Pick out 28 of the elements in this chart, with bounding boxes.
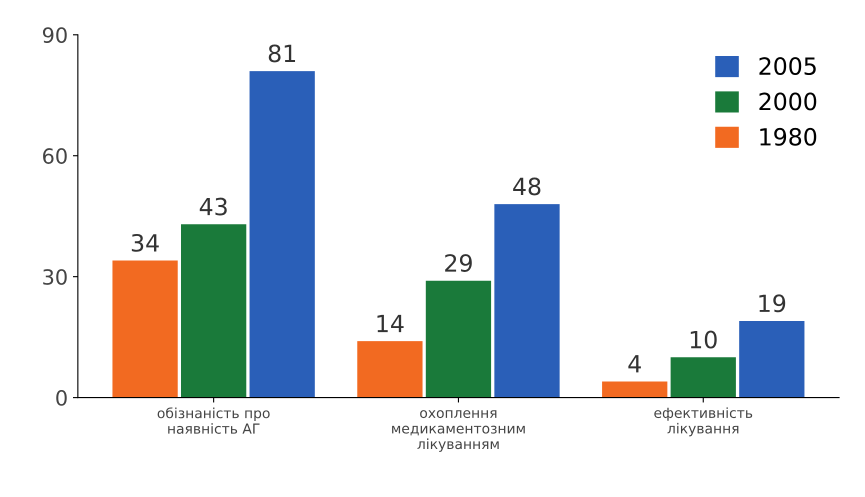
bar bbox=[670, 357, 736, 398]
x-tick-label: обізнаність про наявність АГ bbox=[158, 407, 270, 434]
data-label: 48 bbox=[513, 178, 540, 196]
bar bbox=[602, 381, 668, 398]
bar bbox=[180, 224, 246, 398]
y-tick-label: 60 bbox=[43, 148, 67, 164]
data-label: 14 bbox=[377, 314, 404, 332]
x-tick-label: ефективність лікування bbox=[654, 407, 752, 436]
legend-label: 1980 bbox=[760, 128, 816, 146]
x-tick-label: охоплення медикаментозним лікуванням bbox=[392, 410, 525, 452]
y-tick-label: 90 bbox=[42, 27, 67, 43]
data-label: 34 bbox=[132, 234, 159, 252]
y-tick-label: 30 bbox=[43, 269, 67, 285]
data-label: 81 bbox=[268, 44, 296, 62]
bar bbox=[357, 341, 423, 398]
data-label: 4 bbox=[628, 355, 641, 372]
bar bbox=[739, 321, 804, 398]
legend-label: 2000 bbox=[759, 92, 816, 110]
data-label: 43 bbox=[200, 198, 227, 216]
bar bbox=[494, 204, 560, 398]
bar bbox=[250, 71, 315, 398]
data-label: 19 bbox=[759, 294, 786, 312]
data-label: 10 bbox=[690, 330, 717, 349]
data-label: 29 bbox=[445, 254, 472, 272]
bar bbox=[426, 280, 492, 398]
y-tick-label: 0 bbox=[56, 390, 67, 406]
legend-label: 2005 bbox=[759, 57, 816, 76]
bar bbox=[112, 260, 178, 398]
